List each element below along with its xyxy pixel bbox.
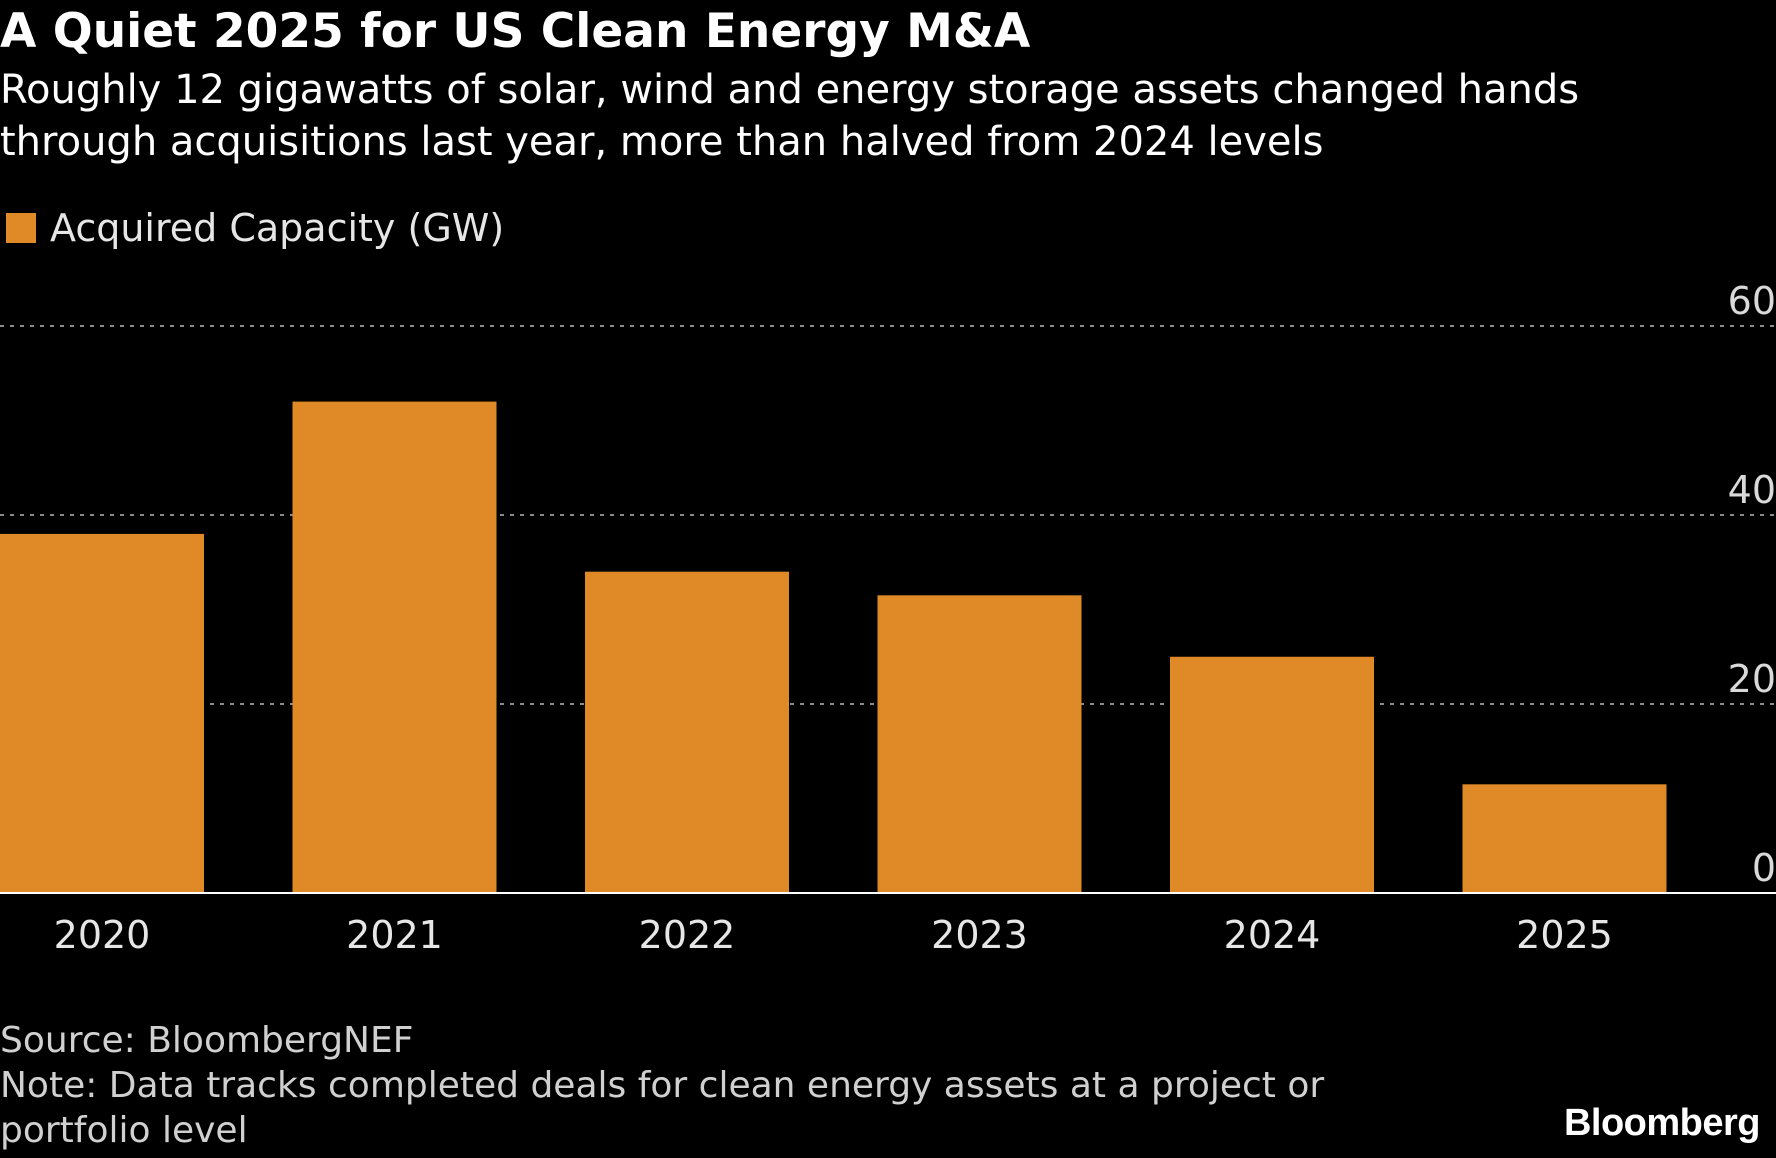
x-tick-label-2023: 2023 [931, 913, 1028, 957]
note-line-1: Note: Data tracks completed deals for cl… [0, 1065, 1325, 1106]
subtitle-line-1: Roughly 12 gigawatts of solar, wind and … [0, 67, 1580, 113]
bar-chart: 0 20 40 60 2020 2021 2022 2023 2024 2025 [0, 279, 1776, 957]
x-tick-label-2022: 2022 [639, 913, 736, 957]
y-tick-label-60: 60 [1728, 279, 1776, 323]
bar-2023 [877, 595, 1082, 893]
chart-title: A Quiet 2025 for US Clean Energy M&A [0, 4, 1031, 59]
tick-labels: 0 20 40 60 2020 2021 2022 2023 2024 2025 [54, 279, 1776, 957]
legend-swatch [6, 213, 36, 243]
y-tick-label-0: 0 [1752, 846, 1776, 890]
source-text: Source: BloombergNEF [0, 1020, 414, 1061]
bar-2024 [1170, 656, 1374, 893]
x-tick-label-2024: 2024 [1224, 913, 1321, 957]
y-tick-label-40: 40 [1728, 468, 1776, 512]
bars [0, 401, 1667, 893]
bar-2025 [1462, 784, 1667, 893]
x-tick-label-2020: 2020 [54, 913, 151, 957]
subtitle-line-2: through acquisitions last year, more tha… [0, 119, 1324, 165]
grid-lines [0, 325, 1776, 705]
chart-legend: Acquired Capacity (GW) [0, 200, 504, 256]
x-tick-label-2021: 2021 [346, 913, 443, 957]
y-tick-label-20: 20 [1728, 657, 1776, 701]
bar-2020 [0, 533, 204, 893]
note-line-2: portfolio level [0, 1110, 248, 1151]
chart-subtitle: Roughly 12 gigawatts of solar, wind and … [0, 64, 1740, 168]
bar-2022 [585, 571, 789, 893]
legend-label: Acquired Capacity (GW) [50, 206, 505, 250]
x-tick-label-2025: 2025 [1516, 913, 1613, 957]
chart-footer: Source: BloombergNEF Note: Data tracks c… [0, 1018, 1324, 1153]
bloomberg-logo: Bloomberg [1563, 1102, 1761, 1144]
bar-2021 [292, 401, 497, 893]
